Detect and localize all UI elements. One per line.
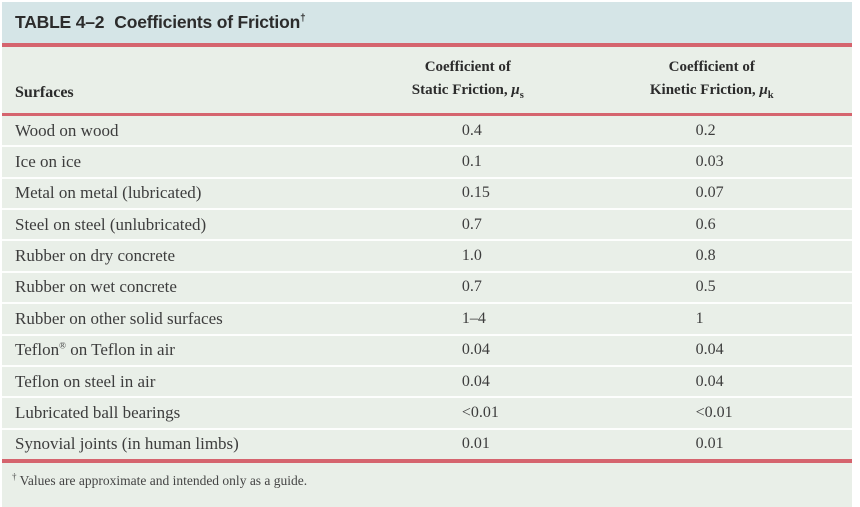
table-row: Rubber on other solid surfaces 1–4 1 (2, 304, 852, 334)
mu-subscript-k: k (767, 90, 774, 101)
kinetic-friction-value: 0.04 (695, 341, 724, 359)
static-friction-value: 0.4 (461, 121, 482, 139)
surface-cell: Wood on wood (2, 121, 118, 141)
surface-cell: Rubber on wet concrete (2, 277, 177, 297)
static-friction-value: 0.15 (461, 184, 490, 202)
static-header-line2: Static Friction, μs (411, 82, 524, 101)
surface-name: Synovial joints (in human limbs) (15, 434, 239, 454)
red-rule-bottom (2, 459, 852, 463)
surface-cell: Lubricated ball bearings (2, 403, 180, 423)
table-row: Wood on wood 0.4 0.2 (2, 116, 852, 146)
table-row: Steel on steel (unlubricated) 0.7 0.6 (2, 210, 852, 240)
surface-name: Rubber on other solid surfaces (15, 308, 223, 328)
table-title-bar: TABLE 4–2 Coefficients of Friction† (2, 2, 852, 43)
surface-cell: Teflon® on Teflon in air (2, 340, 175, 360)
table-row: Metal on metal (lubricated) 0.15 0.07 (2, 178, 852, 209)
static-friction-value: 0.7 (461, 215, 482, 233)
kinetic-header-line1: Coefficient of (668, 59, 755, 75)
kinetic-friction-value: 0.6 (695, 215, 716, 233)
static-friction-value: 0.04 (461, 372, 490, 390)
static-friction-value: 0.7 (461, 278, 482, 296)
table-row: Lubricated ball bearings <0.01 <0.01 (2, 398, 852, 428)
table-row: Ice on ice 0.1 0.03 (2, 147, 852, 177)
kinetic-friction-value: 0.8 (695, 247, 716, 265)
surface-cell: Ice on ice (2, 152, 81, 172)
table-header-row: Surfaces Coefficient of Static Friction,… (2, 47, 852, 113)
surface-name: Lubricated ball bearings (15, 402, 181, 422)
surface-cell: Rubber on other solid surfaces (2, 309, 223, 329)
surface-cell: Steel on steel (unlubricated) (2, 215, 206, 235)
table-row: Teflon on steel in air 0.04 0.04 (2, 366, 852, 397)
static-friction-value: 0.01 (461, 435, 490, 453)
surface-name: Teflon (15, 340, 60, 360)
red-rule-header-bottom (2, 113, 852, 116)
table-body: Wood on wood 0.4 0.2 Ice on ice 0.1 0.03… (2, 116, 852, 459)
surface-name: Teflon on steel in air (15, 371, 156, 391)
surface-name: Metal on metal (lubricated) (15, 183, 202, 203)
table-number: TABLE 4–2 (15, 12, 105, 32)
kinetic-friction-value: 0.07 (695, 184, 724, 202)
kinetic-friction-value: 0.2 (695, 121, 716, 139)
table-title: Coefficients of Friction† (114, 12, 305, 33)
red-rule-top (2, 43, 852, 47)
surface-name: Steel on steel (unlubricated) (15, 214, 207, 234)
surface-name: Wood on wood (15, 120, 119, 140)
surface-name: Rubber on wet concrete (15, 277, 177, 297)
registered-trademark-icon: ® (59, 340, 66, 351)
surface-name: Ice on ice (15, 152, 82, 172)
static-friction-value: 1–4 (461, 309, 486, 327)
column-header-kinetic-friction: Coefficient of Kinetic Friction, μk (650, 56, 774, 107)
surface-name-rest: on Teflon in air (65, 340, 175, 360)
table-row: Rubber on wet concrete 0.7 0.5 (2, 272, 852, 303)
footnote-marker-icon: † (12, 471, 17, 482)
kinetic-friction-value: 1 (695, 309, 704, 327)
mu-symbol: μ (511, 82, 520, 98)
static-friction-value: 0.1 (461, 153, 482, 171)
surface-cell: Synovial joints (in human limbs) (2, 434, 239, 454)
column-header-static-friction: Coefficient of Static Friction, μs (412, 56, 524, 107)
mu-symbol: μ (759, 82, 768, 98)
table-row: Teflon® on Teflon in air 0.04 0.04 (2, 335, 852, 365)
surface-cell: Teflon on steel in air (2, 372, 155, 392)
footnote-text: Values are approximate and intended only… (19, 473, 308, 488)
column-header-surfaces: Surfaces (15, 84, 74, 101)
surface-cell: Rubber on dry concrete (2, 246, 175, 266)
surface-name: Rubber on dry concrete (15, 246, 176, 266)
kinetic-friction-value: 0.5 (695, 278, 716, 296)
kinetic-header-line2: Kinetic Friction, μk (649, 82, 774, 101)
table-footnote: † Values are approximate and intended on… (2, 463, 852, 507)
kinetic-friction-value: 0.03 (695, 153, 724, 171)
static-friction-value: 1.0 (461, 247, 482, 265)
kinetic-friction-value: 0.04 (695, 372, 724, 390)
static-header-line1: Coefficient of (424, 59, 511, 75)
surface-cell: Metal on metal (lubricated) (2, 183, 201, 203)
static-friction-value: <0.01 (461, 403, 499, 421)
table-title-text: Coefficients of Friction (114, 12, 301, 32)
mu-subscript-s: s (519, 90, 524, 101)
static-friction-value: 0.04 (461, 341, 490, 359)
kinetic-friction-value: <0.01 (695, 403, 733, 421)
table-row: Synovial joints (in human limbs) 0.01 0.… (2, 429, 852, 459)
table-row: Rubber on dry concrete 1.0 0.8 (2, 241, 852, 271)
dagger-superscript-icon: † (300, 13, 306, 25)
kinetic-friction-value: 0.01 (695, 435, 724, 453)
